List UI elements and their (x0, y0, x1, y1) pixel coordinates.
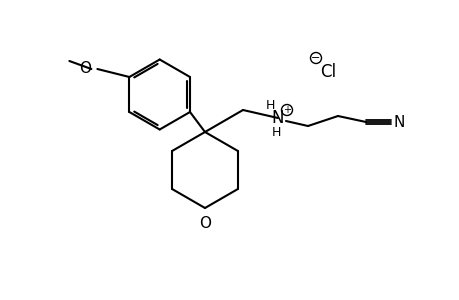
Text: −: − (311, 53, 320, 63)
Text: Cl: Cl (319, 63, 336, 81)
Text: N: N (392, 115, 404, 130)
Text: O: O (199, 216, 211, 231)
Text: H: H (265, 98, 274, 112)
Text: O: O (79, 61, 91, 76)
Text: H: H (271, 125, 280, 139)
Text: N: N (271, 109, 284, 127)
Text: +: + (282, 105, 291, 115)
